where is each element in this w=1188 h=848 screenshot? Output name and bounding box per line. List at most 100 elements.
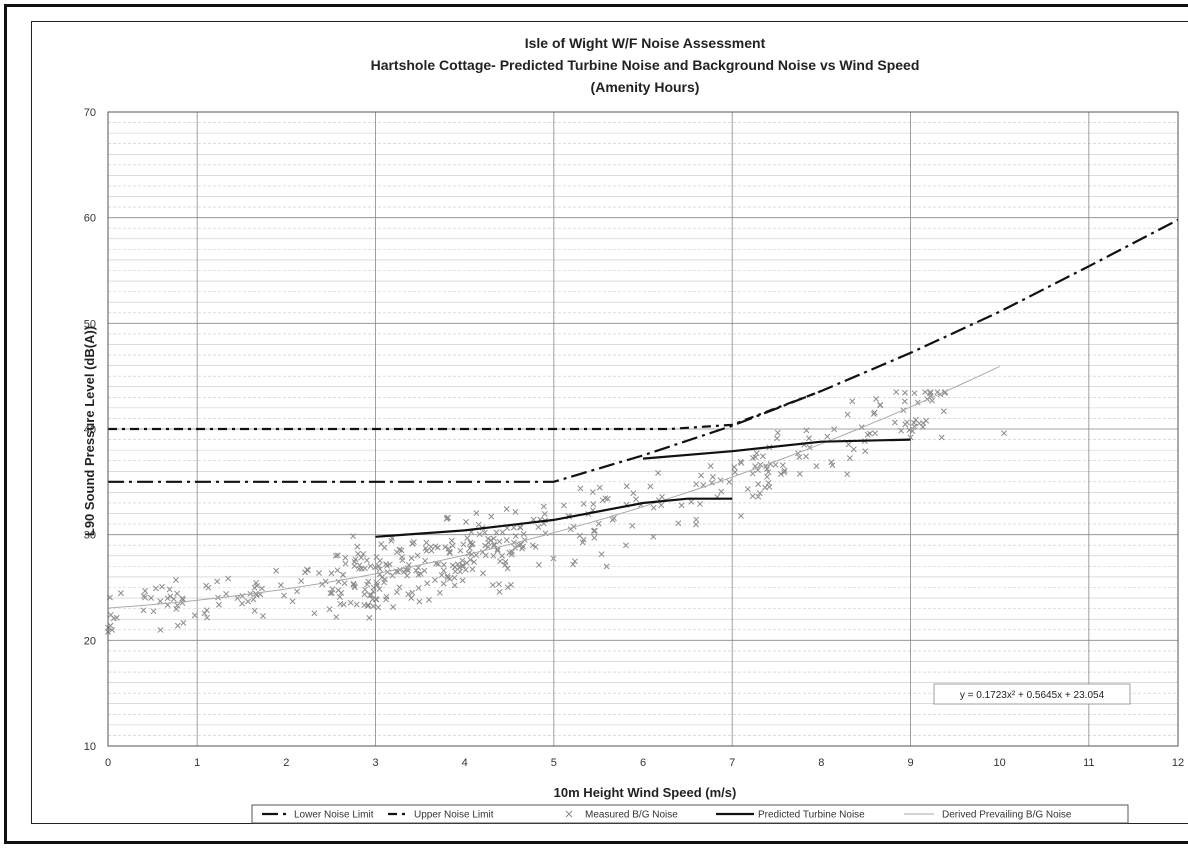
- measured-point: [675, 520, 682, 527]
- lower-noise-limit-line: [108, 218, 1179, 483]
- measured-point: [844, 411, 851, 418]
- measured-point: [355, 550, 361, 557]
- measured-point: [442, 544, 449, 551]
- measured-point: [424, 580, 431, 587]
- measured-point: [467, 539, 474, 546]
- measured-point: [350, 533, 357, 540]
- measured-point: [862, 448, 869, 455]
- measured-point: [319, 581, 326, 588]
- measured-point: [912, 416, 919, 423]
- measured-point: [866, 430, 873, 437]
- measured-point: [215, 601, 222, 608]
- legend-label-derived-prevailing-b-g-noise: Derived Prevailing B/G Noise: [942, 810, 1072, 821]
- measured-point: [560, 502, 567, 509]
- measured-point: [415, 585, 422, 592]
- measured-point: [658, 502, 665, 509]
- measured-point: [426, 596, 432, 603]
- measured-point: [490, 535, 497, 542]
- measured-point: [408, 595, 415, 601]
- measured-point: [451, 582, 458, 589]
- measured-point: [781, 469, 788, 476]
- upper-noise-limit-line: [108, 389, 822, 431]
- measured-point: [438, 572, 445, 579]
- measured-point: [598, 551, 605, 558]
- y-tick-label: 40: [84, 424, 96, 436]
- measured-point: [504, 565, 511, 572]
- measured-point: [423, 539, 430, 546]
- legend-label-predicted-turbine-noise: Predicted Turbine Noise: [758, 810, 865, 821]
- measured-point: [409, 589, 416, 596]
- measured-point: [497, 558, 504, 565]
- measured-point: [510, 539, 517, 546]
- measured-point: [520, 531, 527, 537]
- measured-point: [516, 542, 523, 549]
- measured-point: [302, 569, 309, 576]
- measured-point: [444, 515, 451, 521]
- measured-point: [378, 574, 385, 581]
- measured-point: [752, 454, 759, 461]
- series-lines: [107, 218, 1179, 609]
- measured-point: [150, 608, 157, 615]
- measured-point: [489, 582, 496, 589]
- measured-point: [214, 578, 221, 585]
- measured-point: [873, 396, 880, 402]
- measured-point: [494, 547, 501, 554]
- measured-point: [844, 471, 851, 478]
- measured-point: [354, 543, 361, 550]
- measured-point: [650, 504, 657, 511]
- measured-point: [372, 596, 379, 603]
- measured-point: [377, 557, 383, 564]
- measured-point: [174, 590, 181, 597]
- measured-point: [503, 537, 510, 544]
- measured-point: [389, 572, 396, 579]
- measured-point: [622, 542, 629, 549]
- x-tick-label: 10: [994, 757, 1006, 769]
- measured-point: [413, 567, 420, 574]
- measured-point: [922, 389, 929, 395]
- measured-point: [778, 471, 784, 477]
- measured-point: [603, 563, 610, 570]
- measured-point: [512, 508, 519, 515]
- measured-point: [774, 429, 781, 436]
- measured-point: [499, 552, 506, 559]
- measured-point: [179, 595, 186, 602]
- measured-point: [482, 552, 489, 559]
- measured-point: [796, 470, 803, 477]
- measured-point: [737, 512, 744, 519]
- measured-point: [277, 582, 284, 589]
- measured-point: [333, 614, 340, 620]
- measured-point: [1001, 430, 1008, 437]
- measured-point: [779, 462, 786, 469]
- measured-point: [803, 427, 810, 434]
- chart-title-line-2: Hartshole Cottage- Predicted Turbine Noi…: [371, 57, 920, 73]
- measured-point: [251, 607, 258, 614]
- measured-point: [142, 587, 149, 594]
- measured-point: [846, 455, 853, 462]
- measured-point: [929, 397, 936, 404]
- measured-point: [390, 604, 397, 611]
- measured-point: [595, 520, 602, 527]
- y-tick-label: 70: [84, 107, 96, 119]
- measured-point: [362, 586, 368, 593]
- x-tick-label: 5: [551, 757, 557, 769]
- measured-point: [891, 419, 898, 426]
- measured-point: [384, 569, 391, 576]
- measured-point: [765, 480, 772, 486]
- x-tick-label: 1: [194, 757, 200, 769]
- measured-point: [328, 570, 335, 577]
- measured-point: [404, 567, 411, 574]
- measured-point: [693, 481, 700, 488]
- measured-point: [157, 626, 164, 633]
- measured-point: [449, 542, 456, 549]
- measured-point: [334, 567, 341, 574]
- measured-point: [401, 569, 408, 575]
- measured-point: [109, 627, 116, 633]
- measured-point: [365, 578, 372, 585]
- measured-point: [893, 389, 900, 395]
- measured-point: [281, 592, 287, 599]
- measured-point: [250, 596, 257, 603]
- measured-point: [580, 500, 587, 507]
- measured-point: [334, 552, 341, 559]
- measured-point: [152, 585, 159, 592]
